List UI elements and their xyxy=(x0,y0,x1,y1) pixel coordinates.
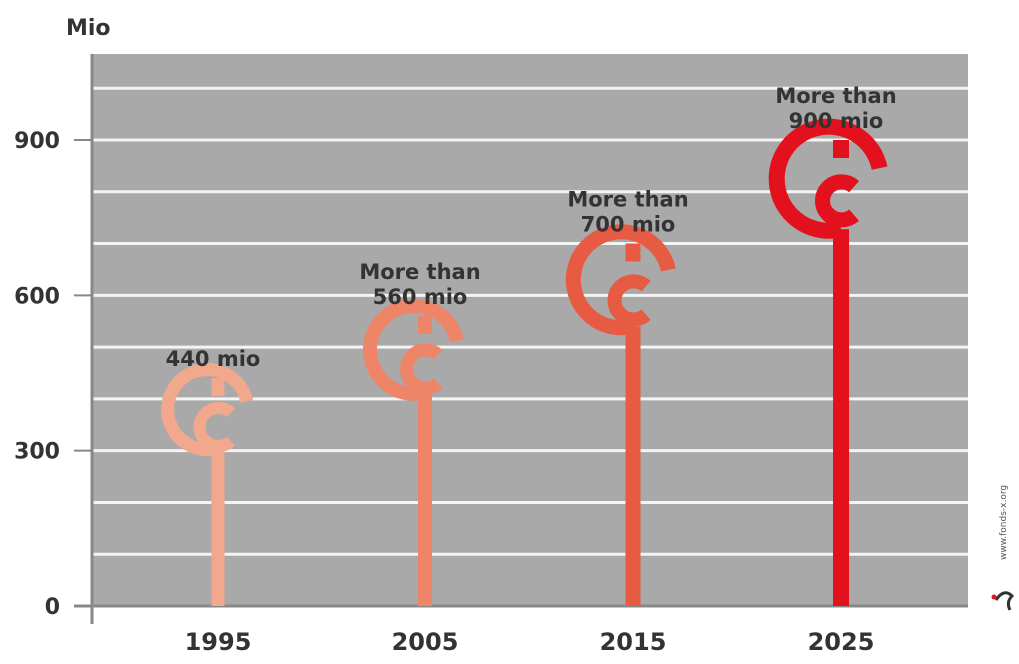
y-tick-labels: 0 300 600 900 xyxy=(14,129,92,620)
data-label: 440 mio xyxy=(166,347,261,371)
x-tick-label: 1995 xyxy=(185,628,252,656)
y-tick-label: 600 xyxy=(14,284,60,309)
bar-2015 xyxy=(565,224,676,606)
data-label: 700 mio xyxy=(581,213,676,237)
watermark-logo-dot xyxy=(991,594,997,600)
bar-curl-inner xyxy=(193,402,236,453)
bar-1995 xyxy=(161,363,254,606)
x-tick-label: 2025 xyxy=(808,628,875,656)
bar-2025 xyxy=(768,118,888,606)
x-tick-labels: 1995 2005 2015 2025 xyxy=(185,628,875,656)
bar-curl-inner xyxy=(607,274,651,327)
watermark-text: www.fonds-x.org xyxy=(999,485,1009,560)
bar-curl-outer xyxy=(565,224,676,336)
watermark-logo xyxy=(994,591,1015,611)
y-tick-label: 900 xyxy=(14,129,60,154)
x-tick-label: 2005 xyxy=(392,628,459,656)
x-tick-label: 2015 xyxy=(600,628,667,656)
y-tick-label: 300 xyxy=(14,440,60,465)
bar-curl-outer xyxy=(161,363,254,457)
grid-lines xyxy=(92,86,968,556)
bar-2005 xyxy=(363,298,464,606)
data-label: More than xyxy=(567,188,688,212)
y-tick-label: 0 xyxy=(45,595,60,620)
data-label: 900 mio xyxy=(789,109,884,133)
plot-background xyxy=(92,54,968,606)
bars-group xyxy=(161,118,888,606)
bar-curl-inner xyxy=(400,343,443,395)
bar-curl-outer xyxy=(363,298,464,401)
y-unit-label: Mio xyxy=(66,16,111,41)
data-label: More than xyxy=(359,260,480,284)
data-label: 560 mio xyxy=(373,285,468,309)
bar-curl-outer xyxy=(768,118,888,239)
data-label: More than xyxy=(775,84,896,108)
bar-curl-inner xyxy=(815,174,860,228)
watermark: www.fonds-x.org xyxy=(999,485,1009,560)
